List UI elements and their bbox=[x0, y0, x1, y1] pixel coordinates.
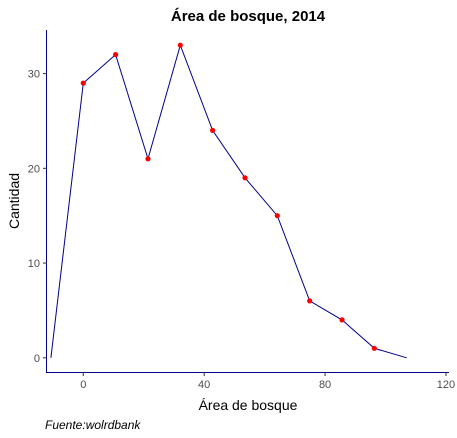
y-tick-label: 0 bbox=[34, 353, 40, 365]
y-ticks: 0 10 20 30 bbox=[28, 69, 47, 365]
data-point bbox=[307, 298, 313, 304]
data-point bbox=[242, 175, 248, 181]
data-point bbox=[80, 80, 86, 86]
series-line bbox=[50, 43, 407, 359]
x-tick-label: 40 bbox=[198, 379, 210, 391]
y-tick-label: 20 bbox=[28, 163, 40, 175]
x-ticks: 0 40 80 120 bbox=[80, 372, 455, 391]
x-tick-label: 80 bbox=[319, 379, 331, 391]
data-point bbox=[371, 345, 377, 351]
data-point bbox=[274, 213, 280, 219]
x-tick-label: 120 bbox=[437, 379, 455, 391]
data-points bbox=[80, 42, 377, 351]
data-point bbox=[145, 156, 151, 162]
y-axis-title: Cantidad bbox=[6, 173, 22, 229]
data-point bbox=[113, 52, 119, 58]
chart-title: Área de bosque, 2014 bbox=[171, 8, 326, 25]
x-axis-title: Área de bosque bbox=[199, 397, 298, 413]
x-tick-label: 0 bbox=[80, 379, 86, 391]
y-tick-label: 10 bbox=[28, 258, 40, 270]
y-tick-label: 30 bbox=[28, 69, 40, 81]
data-point bbox=[177, 42, 183, 48]
data-point bbox=[210, 127, 216, 133]
data-point bbox=[339, 317, 345, 323]
source-caption: Fuente:wolrdbank bbox=[45, 418, 141, 432]
